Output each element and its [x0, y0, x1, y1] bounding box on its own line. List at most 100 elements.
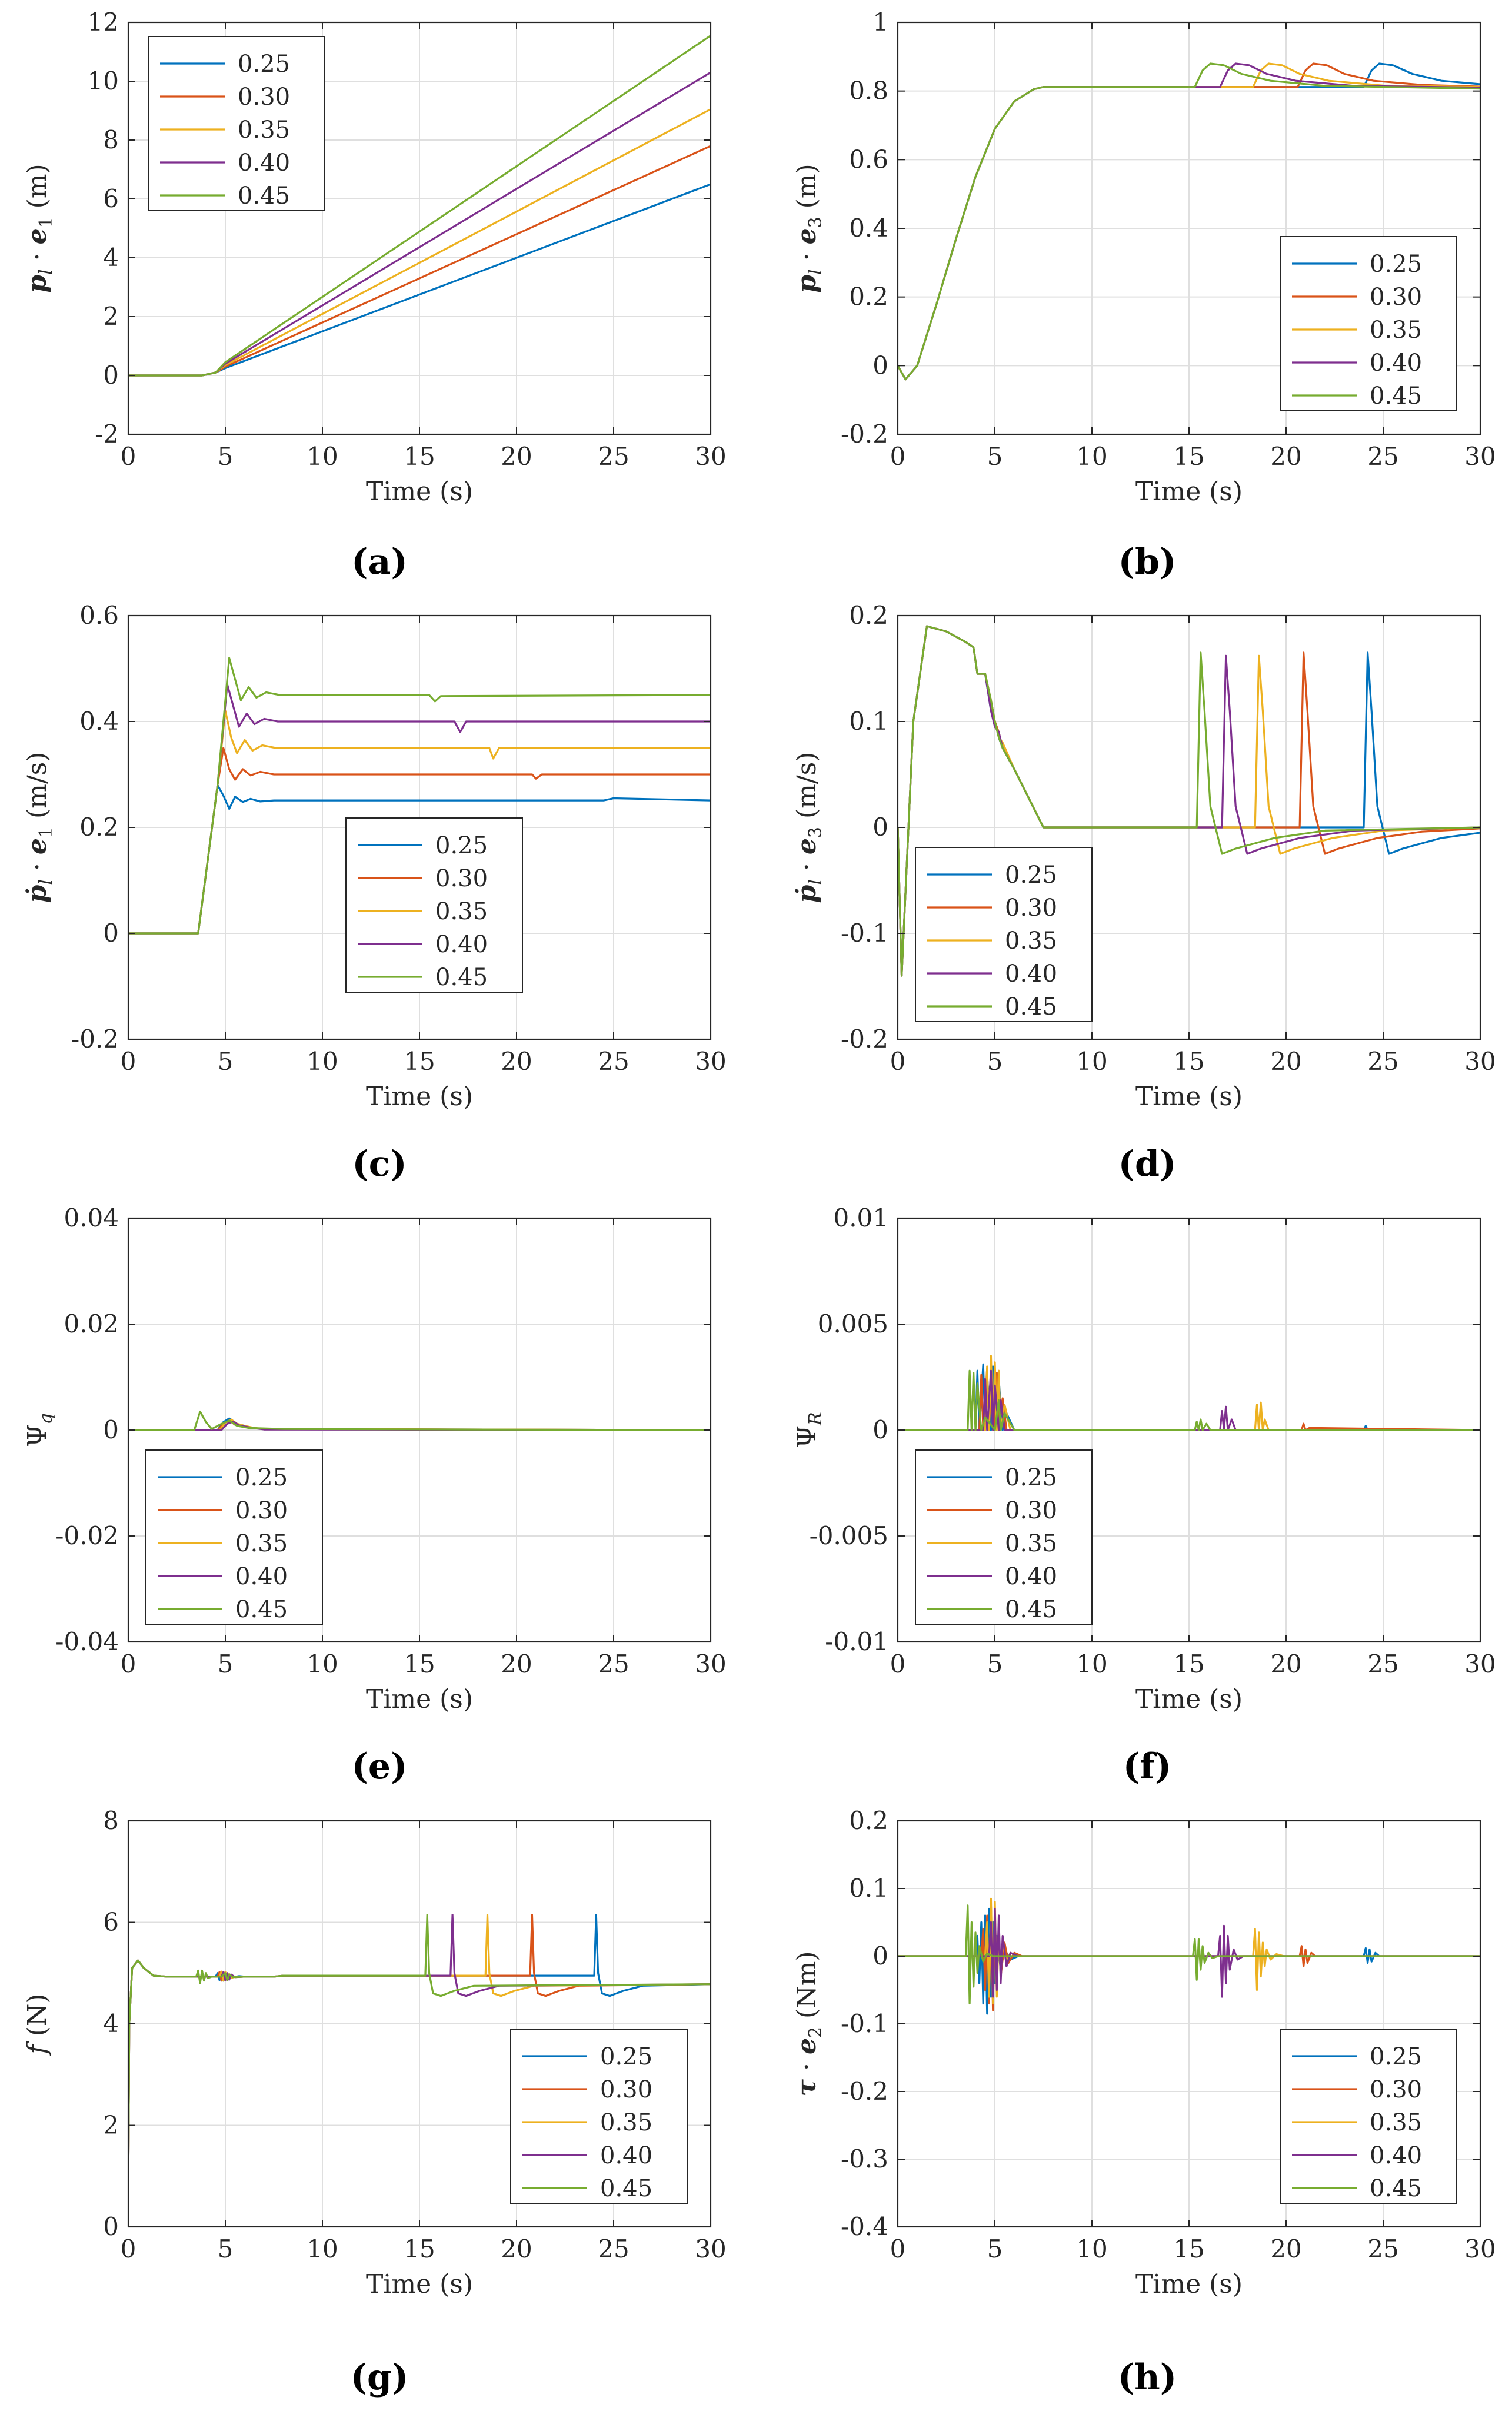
- legend-label: 0.25: [600, 2043, 652, 2070]
- legend-box: [345, 817, 523, 993]
- y-tick-label: 4: [103, 2009, 119, 2038]
- y-tick-label: 0.04: [64, 1203, 119, 1232]
- x-tick-label: 10: [1076, 1650, 1107, 1678]
- xlabel: Time (s): [366, 1684, 473, 1714]
- x-tick-label: 10: [307, 1650, 338, 1678]
- legend-label: 0.30: [235, 1497, 288, 1524]
- ylabel: ṗl · e1 (m/s): [22, 752, 56, 903]
- x-tick-label: 25: [598, 1650, 629, 1678]
- legend-label: 0.40: [1370, 350, 1422, 377]
- chart-panel-e: 0 5 10 15 20 25 30 -0.04 -0.02 0 0.02 0.04 Time (s) Ψ…: [22, 1203, 727, 1787]
- xlabel: Time (s): [366, 2269, 473, 2299]
- legend-label: 0.30: [1370, 284, 1422, 311]
- legend: 0.25 0.30 0.35 0.40 0.45: [1280, 236, 1457, 411]
- legend: 0.25 0.30 0.35 0.40 0.45: [915, 847, 1093, 1022]
- y-tick-label: 6: [103, 184, 119, 213]
- subfigure-label: (a): [351, 541, 408, 583]
- legend: 0.25 0.30 0.35 0.40 0.45: [1280, 2029, 1457, 2204]
- x-tick-label: 5: [218, 1650, 234, 1678]
- legend-label: 0.30: [435, 865, 488, 892]
- ylabel: τ · e2 (Nm): [792, 1951, 826, 2096]
- x-tick-label: 20: [1270, 1650, 1301, 1678]
- chart-panel-d: 0 5 10 15 20 25 30 -0.2 -0.1 0 0.1 0.2 Time (s) ṗl · …: [792, 601, 1496, 1185]
- legend-box: [148, 36, 325, 211]
- x-tick-label: 15: [1173, 442, 1204, 471]
- ylabel: pl · e3 (m): [792, 164, 826, 292]
- legend-label: 0.25: [1005, 862, 1057, 889]
- x-tick-label: 30: [1464, 1047, 1496, 1076]
- y-tick-label: -0.1: [841, 2009, 888, 2038]
- legend-label: 0.25: [1370, 251, 1422, 278]
- x-tick-label: 5: [218, 442, 234, 471]
- y-tick-label: 0: [103, 2212, 119, 2241]
- x-tick-label: 5: [987, 1650, 1003, 1678]
- x-tick-label: 0: [121, 1650, 136, 1678]
- ylabel: pl · e1 (m): [22, 164, 56, 292]
- y-tick-label: -0.2: [841, 2077, 888, 2106]
- y-tick-label: 6: [103, 1908, 119, 1937]
- x-tick-label: 25: [1367, 1047, 1398, 1076]
- legend-label: 0.45: [1005, 1596, 1057, 1623]
- ylabel: f (N): [22, 1993, 52, 2056]
- x-tick-label: 30: [695, 1650, 726, 1678]
- legend-label: 0.45: [235, 1596, 288, 1623]
- x-tick-label: 0: [890, 1047, 906, 1076]
- x-tick-label: 30: [1464, 442, 1496, 471]
- legend-label: 0.30: [600, 2076, 652, 2103]
- x-tick-label: 25: [1367, 1650, 1398, 1678]
- y-tick-label: -0.2: [71, 1025, 119, 1053]
- y-tick-label: -0.4: [841, 2212, 888, 2241]
- x-tick-label: 25: [598, 1047, 629, 1076]
- y-tick-label: 0.005: [818, 1309, 888, 1338]
- legend-label: 0.35: [1370, 2109, 1422, 2136]
- y-tick-label: 1: [872, 8, 888, 36]
- xlabel: Time (s): [1135, 1684, 1243, 1714]
- y-tick-label: 12: [88, 8, 119, 36]
- series-line-0.45: [128, 1410, 711, 1431]
- x-tick-label: 15: [1173, 1047, 1204, 1076]
- legend-label: 0.30: [1005, 1497, 1057, 1524]
- x-tick-label: 30: [695, 442, 726, 471]
- x-tick-label: 5: [218, 2235, 234, 2263]
- y-tick-label: 0: [103, 1415, 119, 1444]
- xlabel: Time (s): [1135, 477, 1243, 507]
- legend-label: 0.25: [238, 51, 290, 78]
- xlabel: Time (s): [366, 1082, 473, 1112]
- legend: 0.25 0.30 0.35 0.40 0.45: [915, 1449, 1093, 1625]
- subfigure-label: (b): [1118, 541, 1177, 583]
- legend-label: 0.25: [1370, 2043, 1422, 2070]
- y-tick-label: 0.01: [833, 1203, 888, 1232]
- legend-label: 0.45: [1005, 993, 1057, 1020]
- subfigure-label: (e): [352, 1746, 408, 1787]
- legend-label: 0.35: [600, 2109, 652, 2136]
- y-tick-label: 0.2: [849, 1806, 888, 1835]
- legend-label: 0.30: [1005, 895, 1057, 922]
- series-line-0.45: [128, 1914, 711, 2197]
- legend-label: 0.30: [238, 84, 290, 111]
- x-tick-label: 20: [501, 1650, 532, 1678]
- x-tick-label: 10: [1076, 1047, 1107, 1076]
- x-tick-label: 20: [1270, 2235, 1301, 2263]
- legend-label: 0.35: [1370, 317, 1422, 344]
- legend-label: 0.45: [1370, 383, 1422, 410]
- x-tick-label: 20: [1270, 1047, 1301, 1076]
- y-tick-label: 0.6: [849, 145, 888, 174]
- y-tick-label: -0.005: [810, 1521, 888, 1550]
- legend-label: 0.45: [1370, 2175, 1422, 2202]
- y-tick-label: 10: [88, 66, 119, 95]
- y-tick-label: -0.1: [841, 919, 888, 947]
- legend-label: 0.40: [435, 931, 488, 958]
- x-tick-label: 0: [890, 2235, 906, 2263]
- x-tick-label: 25: [598, 2235, 629, 2263]
- legend-label: 0.40: [238, 149, 290, 177]
- legend-label: 0.35: [1005, 1530, 1057, 1557]
- ylabel: Ψq: [22, 1413, 56, 1447]
- y-tick-label: 8: [103, 1806, 119, 1835]
- y-tick-label: 0: [872, 813, 888, 842]
- y-tick-label: 0.8: [849, 77, 888, 105]
- subfigure-label: (f): [1123, 1746, 1172, 1787]
- x-tick-label: 10: [1076, 2235, 1107, 2263]
- chart-panel-h: 0 5 10 15 20 25 30 -0.4 -0.3 -0.2 -0.1 0 0.1 0.2 Time …: [792, 1806, 1496, 2398]
- legend-label: 0.30: [1370, 2076, 1422, 2103]
